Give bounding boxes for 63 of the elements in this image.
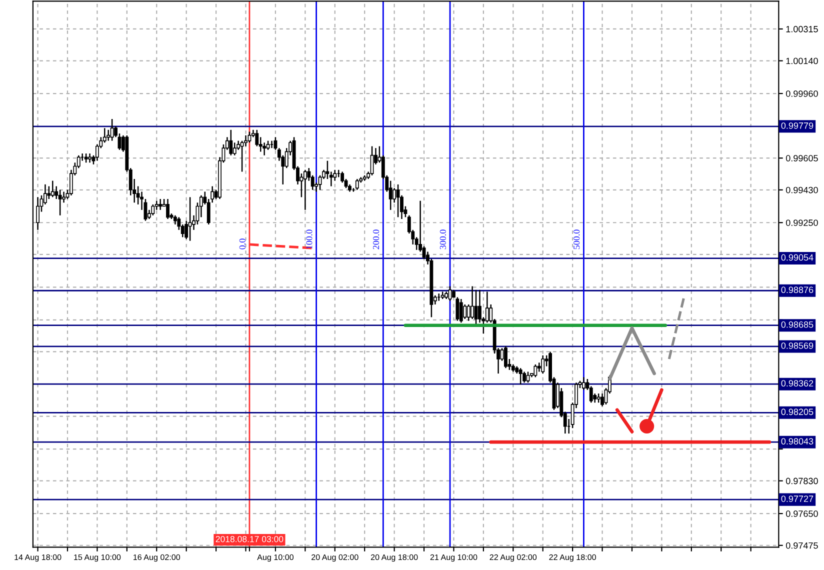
candlestick	[355, 178, 359, 191]
candlestick	[62, 191, 66, 204]
ref-line-label: 0.98876	[781, 286, 814, 294]
candlestick	[158, 198, 162, 211]
candlestick	[582, 376, 586, 391]
candlestick	[50, 180, 54, 198]
candlestick	[188, 196, 192, 242]
annotation: 200.0	[373, 230, 380, 250]
candlestick	[229, 129, 233, 156]
ref-line-label: 0.98569	[781, 342, 814, 349]
y-tick-label: 1.00140	[786, 58, 818, 64]
y-tick-label: 0.97475	[786, 542, 818, 549]
y-tick-label: 1.00315	[786, 26, 818, 32]
x-tick-label: 22 Aug 02:00	[490, 554, 537, 562]
candlestick	[151, 204, 155, 216]
ref-line-label: 0.99054	[781, 254, 814, 261]
candlestick	[166, 198, 170, 220]
ref-line-label: 0.98685	[781, 321, 814, 328]
candlestick	[522, 371, 526, 384]
ref-line-label: 0.0	[239, 238, 246, 250]
annotation: 300.0	[440, 230, 446, 250]
x-tick-label: 14 Aug 18:00	[14, 554, 62, 562]
candlestick	[303, 169, 307, 211]
y-tick-label: 0.97650	[786, 510, 818, 517]
candlestick	[463, 304, 467, 320]
ref-line-label: 0.97727	[781, 496, 814, 502]
ref-line-label: 0.99779	[781, 122, 814, 129]
ref-line-label: 0.98205	[781, 408, 814, 416]
candlestick	[47, 186, 51, 200]
x-tick-label: Aug 10:00	[257, 554, 294, 562]
ref-line-label: 0.98362	[781, 380, 814, 387]
candlestick	[448, 286, 452, 302]
candlestick	[466, 304, 470, 322]
x-tick-label: 21 Aug 10:00	[430, 554, 478, 562]
candlestick	[84, 152, 88, 164]
candlestick	[470, 286, 474, 320]
y-tick-label: 0.99430	[786, 186, 818, 194]
candlestick	[537, 362, 541, 372]
x-tick-label: 20 Aug 18:00	[370, 554, 418, 562]
annotation: 100.0	[306, 230, 312, 249]
candlestick	[106, 129, 110, 142]
candlestick	[541, 354, 545, 374]
candlestick	[518, 367, 522, 386]
y-tick-label: 0.97830	[786, 478, 818, 484]
x-tick-label: 20 Aug 02:00	[312, 554, 358, 562]
candlestick	[504, 346, 508, 369]
candlestick	[534, 364, 538, 378]
candlestick	[36, 196, 40, 231]
candlestick	[596, 392, 600, 404]
y-tick-label: 0.99960	[786, 90, 818, 97]
candlestick	[88, 152, 92, 164]
candlestick	[110, 118, 114, 142]
y-tick-label: 0.99250	[786, 220, 818, 226]
candlestick	[459, 298, 463, 324]
candlestick	[58, 189, 62, 216]
annotation: 500.0	[574, 230, 580, 250]
ref-line-label: 0.98043	[781, 438, 814, 445]
x-tick-label: 22 Aug 18:00	[549, 554, 596, 562]
x-tick-label: 15 Aug 10:00	[74, 554, 121, 562]
candlestick	[232, 142, 236, 156]
y-tick-label: 0.99605	[786, 155, 818, 162]
x-tick-label: 2018.08.17 03:00	[216, 536, 284, 542]
x-tick-label: 16 Aug 02:00	[134, 554, 180, 562]
